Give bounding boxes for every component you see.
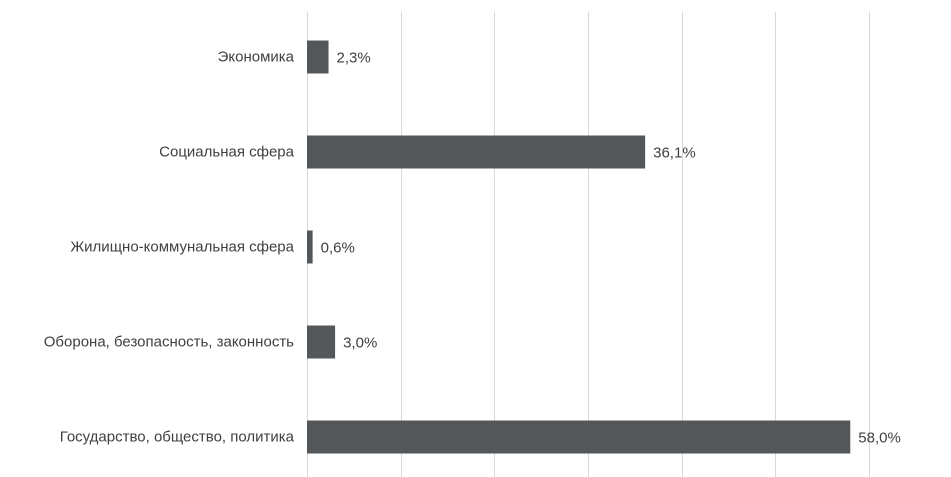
- bar-3: [307, 325, 336, 359]
- category-label-2: Жилищно-коммунальная сфера: [70, 239, 294, 256]
- value-label-4: 58,0%: [858, 430, 901, 447]
- category-label-4: Государство, общество, политика: [60, 429, 295, 446]
- bar-0: [307, 40, 329, 74]
- value-labels: 2,3% 36,1% 0,6% 3,0% 58,0%: [321, 50, 901, 447]
- category-label-0: Экономика: [218, 49, 295, 66]
- grid-lines: [307, 12, 870, 477]
- value-label-0: 2,3%: [337, 50, 371, 67]
- bar-1: [307, 135, 646, 169]
- bar-4: [307, 420, 851, 454]
- value-label-1: 36,1%: [653, 145, 696, 162]
- bars: [307, 40, 851, 454]
- category-label-1: Социальная сфера: [159, 144, 294, 161]
- value-label-2: 0,6%: [321, 240, 355, 257]
- bar-2: [307, 230, 313, 264]
- category-label-3: Оборона, безопасность, законность: [44, 334, 294, 351]
- category-labels: Экономика Социальная сфера Жилищно-коммуна…: [44, 49, 295, 446]
- value-label-3: 3,0%: [343, 335, 377, 352]
